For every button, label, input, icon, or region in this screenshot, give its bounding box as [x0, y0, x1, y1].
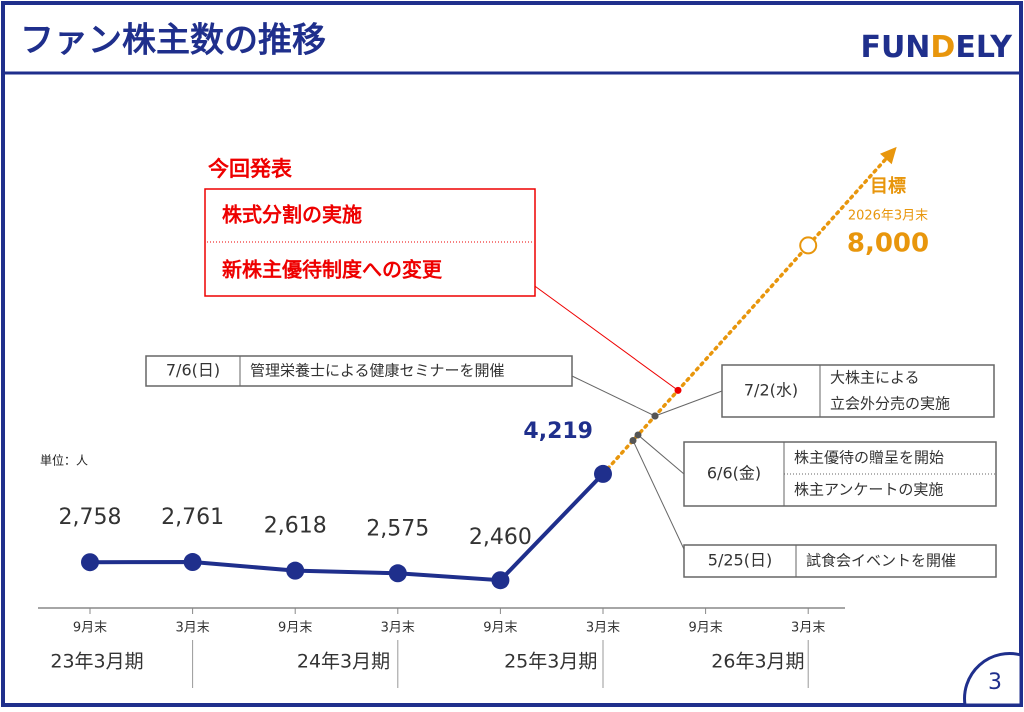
data-point [81, 553, 99, 572]
announcement-item: 株式分割の実施 [222, 203, 362, 227]
value-label: 2,575 [366, 516, 429, 541]
event-connector [654, 390, 723, 417]
event-dot [629, 437, 637, 445]
callout-line [509, 267, 679, 391]
event-date: 6/6(金) [707, 464, 761, 483]
event-dot [651, 412, 659, 420]
announcement-item: 新株主優待制度への変更 [222, 258, 443, 282]
event-connector [632, 440, 691, 563]
value-label: 2,618 [264, 514, 327, 539]
x-tick-label: 3月末 [175, 621, 209, 636]
x-tick-label: 9月末 [73, 621, 107, 636]
target-label: 目標 [870, 175, 906, 197]
announcement-dot [674, 386, 682, 394]
data-point [594, 464, 612, 483]
event-connector [637, 434, 685, 475]
logo: FUNDELY [860, 30, 1013, 65]
event-connector [571, 375, 656, 417]
projection-line [601, 152, 892, 476]
event-item: 株主アンケートの実施 [794, 481, 943, 499]
event-box [145, 355, 573, 387]
announcement-title: 今回発表 [208, 157, 293, 181]
page-title: ファン株主数の推移 [20, 21, 326, 61]
period-label: 24年3月期 [297, 651, 390, 673]
value-label: 2,761 [161, 505, 224, 530]
event-item: 管理栄養士による健康セミナーを開催 [250, 362, 505, 380]
period-label: 23年3月期 [50, 651, 143, 673]
series-line [89, 472, 605, 583]
page-number: 3 [988, 670, 1002, 695]
target-value-label: 8,000 [847, 229, 929, 259]
x-tick-label: 9月末 [278, 621, 312, 636]
target-marker [799, 236, 818, 255]
event-dot [634, 431, 642, 439]
event-item: 大株主による [830, 369, 920, 387]
event-box [721, 364, 995, 418]
value-label: 4,219 [523, 419, 593, 444]
event-date: 7/2(水) [744, 381, 798, 400]
data-point [286, 561, 305, 580]
event-item: 株主優待の贈呈を開始 [794, 449, 944, 467]
logo-part: FUN [860, 30, 930, 65]
target-date: 2026年3月末 [848, 209, 928, 224]
x-tick-label: 9月末 [688, 621, 722, 636]
period-label: 25年3月期 [504, 651, 597, 673]
value-label: 2,758 [59, 505, 122, 530]
event-date: 7/6(日) [166, 361, 220, 380]
logo-part: ELY [955, 30, 1013, 65]
unit-label: 単位：人 [40, 453, 88, 468]
period-label: 26年3月期 [711, 651, 804, 673]
value-label: 2,460 [469, 525, 532, 550]
x-tick-label: 3月末 [381, 621, 415, 636]
page-badge [963, 652, 1023, 707]
projection-arrow [880, 146, 897, 165]
data-point [388, 564, 407, 583]
event-item: 試食会イベントを開催 [806, 552, 956, 570]
logo-part: D [930, 30, 955, 65]
event-item: 立会外分売の実施 [830, 395, 950, 413]
x-tick-label: 3月末 [586, 621, 620, 636]
data-point [491, 571, 510, 590]
data-point [183, 553, 202, 572]
event-box [683, 544, 997, 578]
x-tick-label: 3月末 [791, 621, 825, 636]
x-tick-label: 9月末 [483, 621, 517, 636]
event-date: 5/25(日) [708, 551, 772, 570]
